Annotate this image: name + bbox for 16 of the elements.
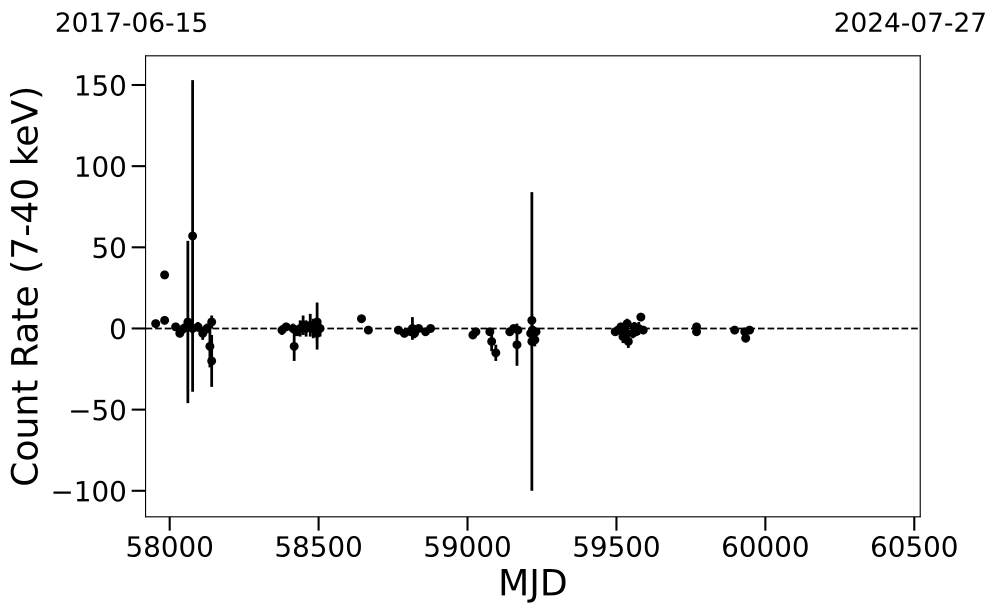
y-tick-label: 100: [76, 156, 125, 178]
y-tick-label: −50: [71, 400, 125, 421]
x-tick-label: 58000: [128, 536, 212, 558]
text: 2017-06-15: [56, 12, 206, 32]
text: 2024-07-27: [836, 12, 985, 32]
x-tick-label: 60500: [872, 536, 957, 558]
x-tick-label: 60000: [723, 536, 808, 558]
x-tick-label: 59500: [574, 536, 659, 558]
x-axis-title: MJD: [502, 569, 566, 603]
y-tick-label: −100: [53, 480, 125, 502]
y-tick-label: 150: [76, 74, 125, 96]
y-tick-label: 50: [94, 237, 125, 258]
x-tick-label: 59000: [425, 536, 510, 558]
y-tick-label: 0: [110, 318, 125, 340]
y-axis-title: Count Rate (7-40 keV): [10, 88, 42, 485]
x-tick-label: 58500: [276, 536, 361, 558]
